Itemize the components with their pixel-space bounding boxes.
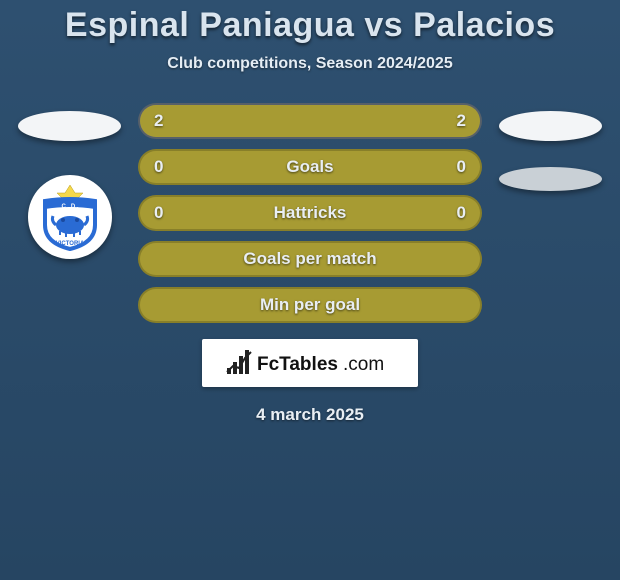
svg-text:.com: .com: [343, 354, 384, 375]
svg-text:VICTORIA: VICTORIA: [56, 241, 85, 247]
page-subtitle: Club competitions, Season 2024/2025: [167, 55, 452, 73]
stat-label: Min per goal: [260, 295, 360, 315]
stat-value-left: 0: [154, 203, 163, 223]
stat-row: Min per goal: [138, 287, 482, 323]
stat-label: Goals: [286, 157, 333, 177]
stat-row: 0 0 Goals: [138, 149, 482, 185]
page: Espinal Paniagua vs Palacios Club compet…: [0, 0, 620, 425]
attribution-badge: FcTables .com: [202, 339, 418, 387]
date-label: 4 march 2025: [256, 405, 364, 425]
player-right-logo-2: [499, 167, 602, 191]
stat-row: 0 0 Hattricks: [138, 195, 482, 231]
stats-area: C . D . VICTORIA 22Matches00Goals00Hattr…: [0, 103, 620, 425]
svg-text:C . D .: C . D .: [61, 204, 78, 210]
stat-fill-right: [310, 105, 480, 137]
stat-value-left: 0: [154, 157, 163, 177]
stat-rows: 22Matches00Goals00HattricksGoals per mat…: [138, 103, 482, 333]
player-left-logo-1: [18, 111, 121, 141]
player-right-logo-1: [499, 111, 602, 141]
stat-row: Goals per match: [138, 241, 482, 277]
stat-value-right: 0: [457, 157, 466, 177]
svg-text:FcTables: FcTables: [257, 354, 338, 375]
stat-value-left: 2: [154, 111, 163, 131]
stat-fill-left: [140, 105, 310, 137]
page-title: Espinal Paniagua vs Palacios: [65, 6, 555, 45]
club-badge: C . D . VICTORIA: [28, 175, 112, 259]
stat-label: Goals per match: [243, 249, 376, 269]
stat-label: Hattricks: [274, 203, 347, 223]
club-badge-inner: C . D . VICTORIA: [39, 183, 101, 251]
stat-value-right: 0: [457, 203, 466, 223]
stat-value-right: 2: [457, 111, 466, 131]
stat-row: 22Matches: [138, 103, 482, 139]
